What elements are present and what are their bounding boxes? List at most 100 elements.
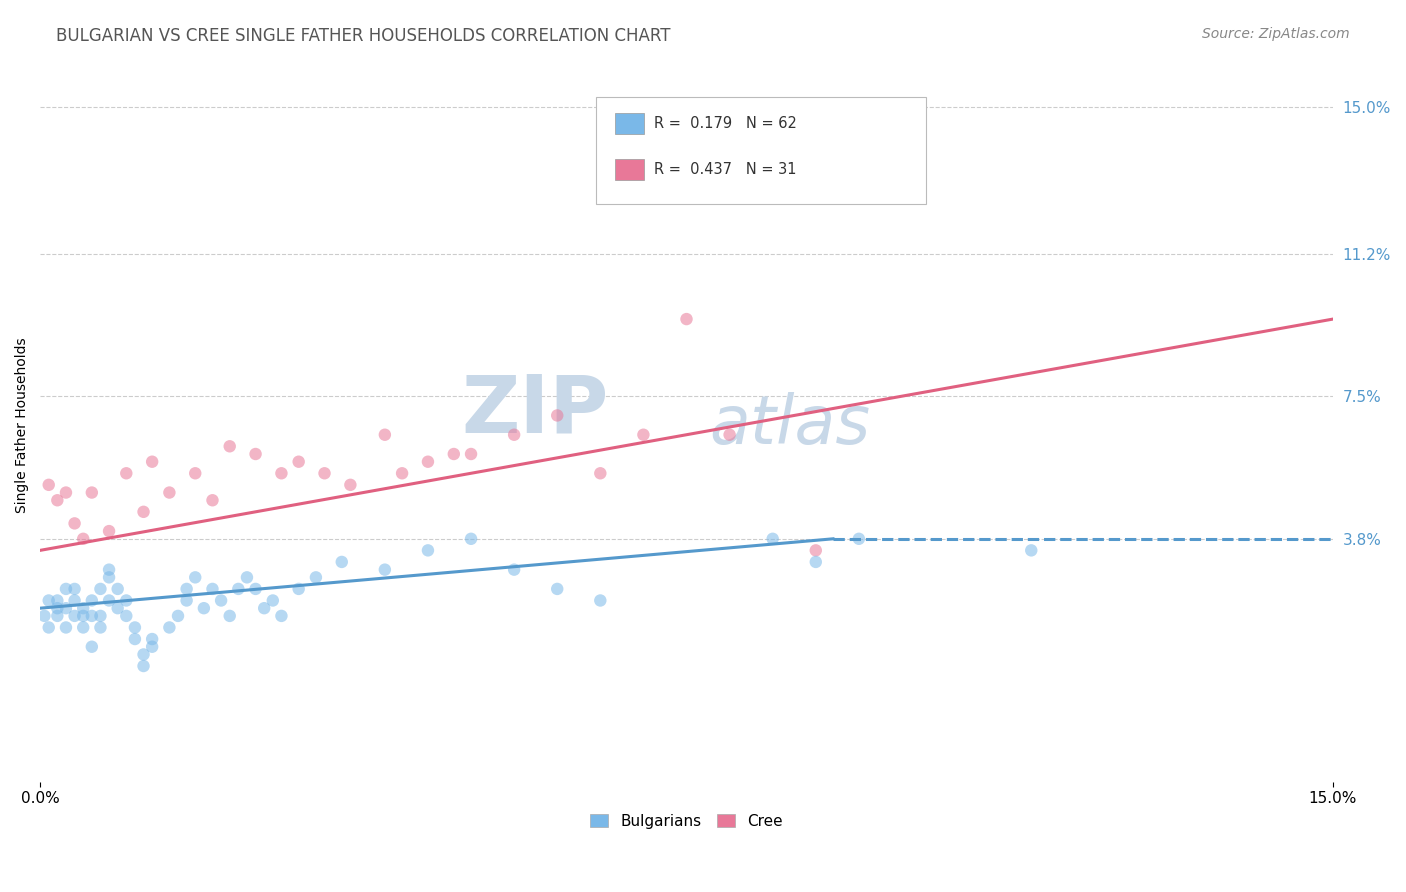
Point	[157, 485, 180, 500]
Point	[589, 593, 612, 607]
Y-axis label: Single Father Households: Single Father Households	[15, 337, 30, 513]
Point	[63, 582, 86, 596]
Point	[167, 608, 190, 623]
Point	[218, 608, 240, 623]
Point	[89, 608, 111, 623]
Point	[804, 543, 827, 558]
Point	[209, 593, 232, 607]
Point	[124, 620, 146, 634]
Point	[546, 409, 568, 423]
Point	[391, 467, 413, 481]
Point	[80, 485, 103, 500]
Point	[72, 532, 94, 546]
Text: BULGARIAN VS CREE SINGLE FATHER HOUSEHOLDS CORRELATION CHART: BULGARIAN VS CREE SINGLE FATHER HOUSEHOL…	[56, 27, 671, 45]
Point	[80, 608, 103, 623]
Point	[228, 582, 250, 596]
Bar	[616, 112, 644, 134]
Point	[374, 427, 396, 442]
Point	[262, 593, 284, 607]
Point	[236, 570, 259, 584]
Point	[89, 620, 111, 634]
Text: atlas: atlas	[710, 392, 870, 458]
Point	[72, 620, 94, 634]
Point	[314, 467, 336, 481]
Point	[374, 563, 396, 577]
Point	[98, 570, 121, 584]
Point	[416, 543, 439, 558]
Text: Source: ZipAtlas.com: Source: ZipAtlas.com	[1202, 27, 1350, 41]
Point	[132, 505, 155, 519]
Point	[546, 582, 568, 596]
Point	[157, 620, 180, 634]
Point	[72, 608, 94, 623]
Point	[339, 478, 361, 492]
Point	[287, 455, 309, 469]
Point	[416, 455, 439, 469]
FancyBboxPatch shape	[596, 97, 925, 204]
Point	[38, 593, 60, 607]
Point	[46, 601, 69, 615]
Point	[245, 582, 267, 596]
Point	[270, 467, 292, 481]
Point	[63, 593, 86, 607]
Point	[72, 601, 94, 615]
Point	[63, 608, 86, 623]
Point	[201, 582, 224, 596]
Point	[184, 570, 207, 584]
Point	[176, 593, 198, 607]
Point	[176, 582, 198, 596]
Point	[124, 632, 146, 646]
Point	[184, 467, 207, 481]
Point	[245, 447, 267, 461]
Point	[34, 608, 56, 623]
Point	[55, 582, 77, 596]
Point	[98, 563, 121, 577]
Point	[115, 593, 138, 607]
Bar	[616, 159, 644, 180]
Point	[38, 620, 60, 634]
Point	[460, 532, 482, 546]
Point	[193, 601, 215, 615]
Point	[132, 648, 155, 662]
Point	[141, 640, 163, 654]
Point	[460, 447, 482, 461]
Point	[141, 632, 163, 646]
Point	[98, 524, 121, 538]
Point	[718, 427, 741, 442]
Point	[804, 555, 827, 569]
Point	[503, 427, 526, 442]
Point	[89, 582, 111, 596]
Point	[98, 593, 121, 607]
Text: ZIP: ZIP	[461, 372, 609, 450]
Point	[675, 312, 697, 326]
Point	[1019, 543, 1042, 558]
Point	[503, 563, 526, 577]
Point	[55, 485, 77, 500]
Point	[80, 593, 103, 607]
Point	[141, 455, 163, 469]
Point	[762, 532, 785, 546]
Point	[55, 620, 77, 634]
Text: R =  0.437   N = 31: R = 0.437 N = 31	[654, 162, 797, 178]
Point	[848, 532, 870, 546]
Point	[55, 601, 77, 615]
Point	[589, 467, 612, 481]
Legend: Bulgarians, Cree: Bulgarians, Cree	[583, 807, 789, 835]
Point	[330, 555, 353, 569]
Point	[107, 582, 129, 596]
Point	[115, 608, 138, 623]
Point	[107, 601, 129, 615]
Point	[38, 478, 60, 492]
Point	[633, 427, 655, 442]
Point	[46, 608, 69, 623]
Point	[443, 447, 465, 461]
Point	[46, 493, 69, 508]
Point	[46, 593, 69, 607]
Point	[218, 439, 240, 453]
Point	[201, 493, 224, 508]
Point	[63, 516, 86, 531]
Point	[80, 640, 103, 654]
Point	[253, 601, 276, 615]
Point	[132, 659, 155, 673]
Point	[305, 570, 328, 584]
